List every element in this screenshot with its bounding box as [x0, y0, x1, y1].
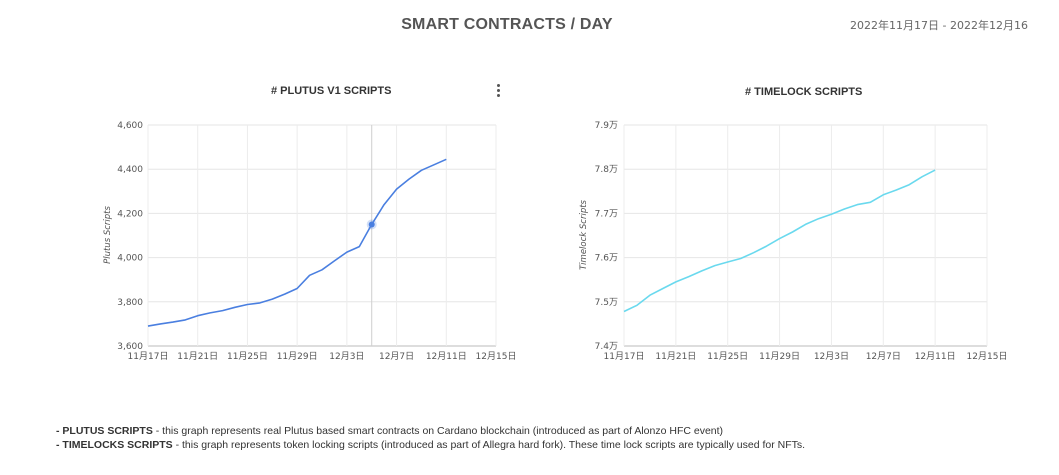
- footnotes: - PLUTUS SCRIPTS - this graph represents…: [56, 424, 805, 452]
- x-tick-label: 11月25日: [227, 351, 268, 362]
- y-tick-label: 7.6万: [595, 254, 618, 264]
- x-tick-label: 11月25日: [707, 351, 748, 362]
- y-tick-label: 7.8万: [595, 165, 618, 175]
- x-tick-label: 12月15日: [967, 351, 1008, 362]
- y-axis-label: Timelock Scripts: [579, 199, 589, 270]
- more-options-icon[interactable]: [493, 84, 503, 98]
- x-tick-label: 12月11日: [426, 351, 467, 362]
- page-title: SMART CONTRACTS / DAY: [401, 16, 613, 33]
- chart-title-plutus: # PLUTUS V1 SCRIPTS: [271, 85, 392, 97]
- footnote-plutus: - PLUTUS SCRIPTS - this graph represents…: [56, 425, 724, 437]
- series-line: [623, 169, 936, 313]
- x-tick-label: 12月7日: [379, 351, 414, 362]
- y-tick-label: 3,800: [117, 298, 143, 308]
- x-tick-label: 12月3日: [814, 351, 849, 362]
- x-tick-label: 12月3日: [329, 351, 364, 362]
- x-tick-label: 11月17日: [128, 351, 169, 362]
- y-tick-label: 3,600: [117, 342, 143, 352]
- y-tick-label: 7.4万: [595, 342, 618, 352]
- x-tick-label: 12月7日: [866, 351, 901, 362]
- chart-title-timelock: # TIMELOCK SCRIPTS: [745, 86, 863, 98]
- y-tick-label: 7.5万: [595, 298, 618, 308]
- y-tick-label: 4,400: [117, 165, 143, 175]
- y-tick-label: 4,000: [117, 254, 143, 264]
- hover-point: [368, 221, 375, 228]
- y-tick-label: 7.7万: [595, 209, 618, 219]
- x-tick-label: 11月21日: [655, 351, 696, 362]
- x-tick-label: 12月15日: [476, 351, 517, 362]
- footnote-timelock: - TIMELOCKS SCRIPTS - this graph represe…: [56, 439, 806, 451]
- y-tick-label: 7.9万: [595, 121, 618, 131]
- series-line: [147, 158, 447, 327]
- x-tick-label: 11月29日: [759, 351, 800, 362]
- x-tick-label: 11月17日: [604, 351, 645, 362]
- x-tick-label: 11月21日: [177, 351, 218, 362]
- y-axis-label: Plutus Scripts: [103, 206, 113, 264]
- y-tick-label: 4,200: [117, 209, 143, 219]
- date-range-picker[interactable]: 2022年11月17日 - 2022年12月16: [850, 19, 1028, 32]
- y-tick-label: 4,600: [117, 121, 143, 131]
- x-tick-label: 12月11日: [915, 351, 956, 362]
- x-tick-label: 11月29日: [277, 351, 318, 362]
